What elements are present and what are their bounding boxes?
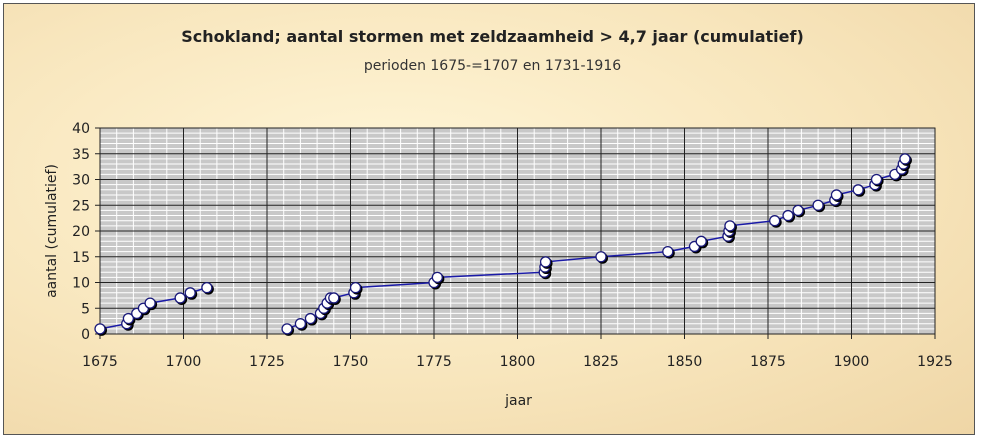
y-tick-label: 0 — [81, 327, 90, 343]
x-tick-label: 1675 — [82, 354, 118, 370]
y-tick-label: 10 — [72, 276, 90, 292]
data-point — [792, 204, 804, 217]
x-tick-label: 1825 — [583, 354, 619, 370]
data-point — [724, 220, 736, 232]
data-point — [539, 256, 552, 268]
data-point — [782, 209, 794, 222]
x-tick-label: 1850 — [667, 354, 703, 370]
x-tick-label: 1700 — [166, 354, 202, 370]
y-tick-label: 30 — [72, 173, 90, 189]
data-point — [328, 292, 340, 304]
y-tick-label: 25 — [72, 198, 90, 214]
data-point — [144, 297, 156, 309]
y-axis-label: aantal (cumulatief) — [44, 164, 60, 298]
data-point — [662, 245, 674, 258]
data-point — [122, 312, 135, 325]
x-axis-label: jaar — [504, 393, 532, 409]
y-tick-label: 15 — [72, 250, 90, 266]
x-tick-label: 1775 — [416, 354, 452, 370]
chart-subtitle: perioden 1675-=1707 en 1731-1916 — [363, 58, 622, 74]
y-tick-label: 40 — [72, 121, 90, 137]
data-point — [812, 199, 824, 211]
data-point — [174, 292, 186, 304]
x-tick-label: 1725 — [249, 354, 285, 370]
data-point — [349, 281, 362, 294]
y-tick-label: 35 — [72, 147, 90, 163]
x-tick-label: 1800 — [500, 354, 536, 370]
data-point — [830, 189, 843, 201]
x-tick-label: 1925 — [917, 354, 953, 370]
x-tick-label: 1750 — [333, 354, 369, 370]
data-point — [595, 251, 607, 263]
data-point — [852, 184, 864, 196]
chart-title: Schokland; aantal stormen met zeldzaamhe… — [181, 27, 804, 46]
data-point — [695, 235, 707, 247]
y-tick-label: 20 — [72, 224, 90, 240]
data-point — [431, 271, 443, 284]
y-tick-label: 5 — [81, 301, 90, 317]
data-point — [899, 153, 911, 165]
data-point — [294, 318, 307, 330]
data-point — [184, 287, 196, 299]
data-point — [304, 312, 317, 325]
x-tick-label: 1875 — [750, 354, 786, 370]
data-point — [281, 323, 293, 335]
data-point — [870, 173, 883, 186]
x-tick-label: 1900 — [834, 354, 870, 370]
data-point — [201, 281, 213, 294]
data-point — [94, 323, 106, 335]
data-point — [769, 215, 781, 227]
